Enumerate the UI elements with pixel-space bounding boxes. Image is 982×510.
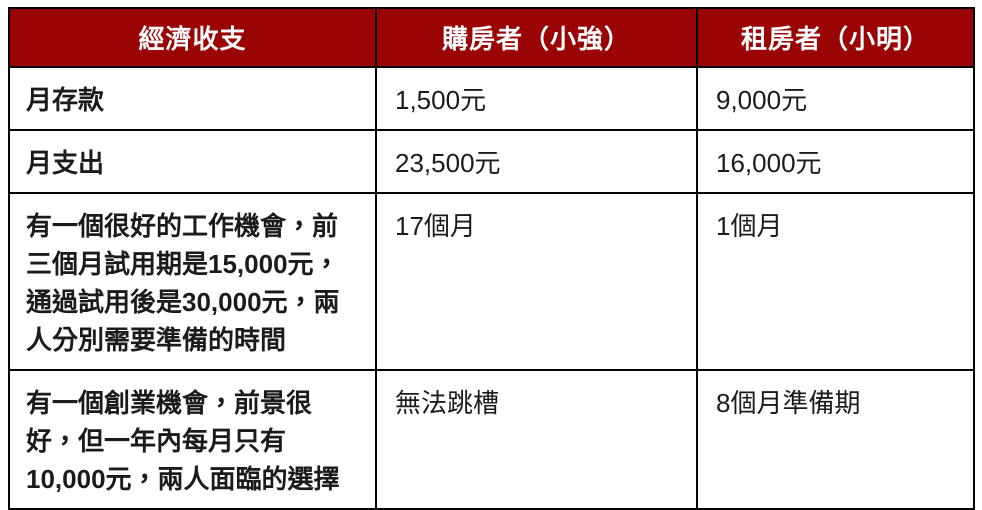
- table-row-savings: 月存款 1,500元 9,000元: [8, 66, 975, 131]
- buyer-value: 17個月: [375, 192, 698, 371]
- buyer-value: 23,500元: [375, 129, 698, 194]
- renter-value: 8個月準備期: [696, 369, 975, 510]
- column-header-renter: 租房者（小明）: [696, 7, 975, 68]
- renter-value: 16,000元: [696, 129, 975, 194]
- row-label: 月支出: [8, 129, 377, 194]
- row-label: 有一個很好的工作機會，前三個月試用期是15,000元，通過試用後是30,000元…: [8, 192, 377, 371]
- header-row: 經濟收支 購房者（小強） 租房者（小明）: [8, 7, 975, 68]
- buyer-value: 無法跳槽: [375, 369, 698, 510]
- table-row-expenses: 月支出 23,500元 16,000元: [8, 129, 975, 194]
- renter-value: 1個月: [696, 192, 975, 371]
- comparison-table: 經濟收支 購房者（小強） 租房者（小明） 月存款 1,500元 9,000元 月…: [8, 7, 975, 510]
- row-label: 月存款: [8, 66, 377, 131]
- buyer-value: 1,500元: [375, 66, 698, 131]
- table-row-job-opportunity: 有一個很好的工作機會，前三個月試用期是15,000元，通過試用後是30,000元…: [8, 192, 975, 371]
- row-label: 有一個創業機會，前景很好，但一年內每月只有10,000元，兩人面臨的選擇: [8, 369, 377, 510]
- column-header-category: 經濟收支: [8, 7, 377, 68]
- renter-value: 9,000元: [696, 66, 975, 131]
- column-header-buyer: 購房者（小強）: [375, 7, 698, 68]
- table-row-startup-opportunity: 有一個創業機會，前景很好，但一年內每月只有10,000元，兩人面臨的選擇 無法跳…: [8, 369, 975, 510]
